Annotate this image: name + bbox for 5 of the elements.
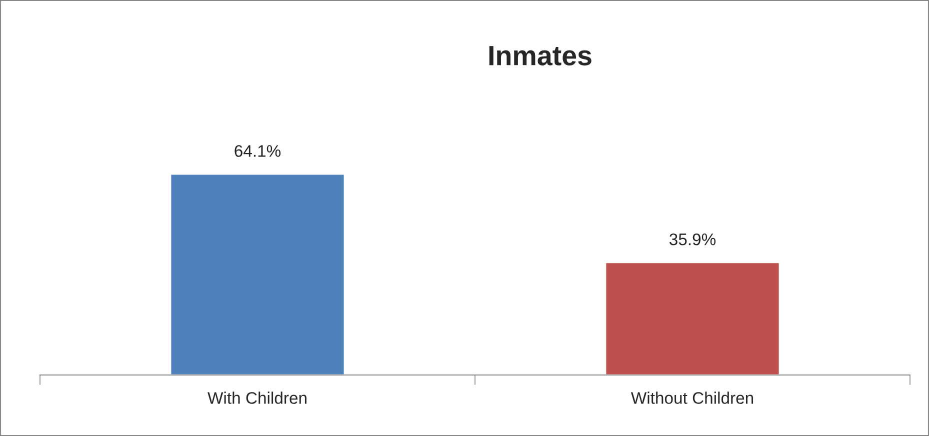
data-label: 35.9% — [670, 233, 716, 246]
x-tick-label: Without Children — [630, 392, 754, 404]
data-label: 64.1% — [234, 145, 281, 157]
x-tick-label: With Children — [208, 392, 306, 404]
chart-title: Inmates — [489, 46, 592, 66]
